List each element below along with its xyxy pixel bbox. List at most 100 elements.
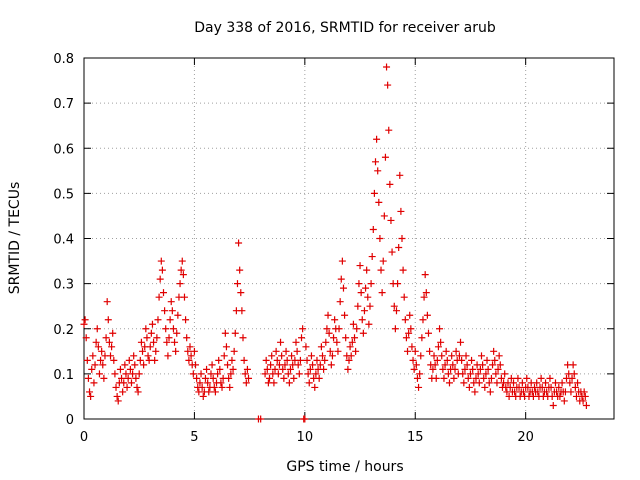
data-point — [296, 356, 304, 364]
data-point — [335, 325, 343, 333]
data-point — [341, 311, 349, 319]
x-axis-label: GPS time / hours — [286, 459, 403, 475]
data-point — [373, 135, 381, 143]
data-point — [360, 307, 368, 315]
data-point — [132, 374, 140, 382]
data-point — [366, 302, 374, 310]
data-point — [432, 374, 440, 382]
data-point — [367, 280, 375, 288]
data-point — [476, 365, 484, 373]
data-point — [199, 392, 207, 400]
data-point — [463, 361, 471, 369]
data-point — [302, 343, 310, 351]
data-point — [306, 365, 314, 373]
data-point — [392, 307, 400, 315]
y-axis-label: SRMTID / TECUs — [7, 182, 23, 295]
data-point — [448, 352, 456, 360]
data-point — [123, 383, 131, 391]
data-point — [311, 383, 319, 391]
data-point — [114, 397, 122, 405]
data-point — [135, 370, 143, 378]
data-point — [398, 235, 406, 242]
data-point — [176, 280, 184, 288]
data-point — [151, 356, 159, 364]
data-point — [518, 379, 526, 387]
data-point — [326, 347, 334, 355]
data-point — [479, 361, 487, 369]
data-point — [426, 347, 434, 355]
data-point — [574, 379, 582, 387]
data-point — [161, 307, 169, 315]
data-point — [485, 379, 493, 387]
data-point — [267, 361, 275, 369]
data-point — [581, 392, 589, 400]
data-point — [402, 334, 410, 342]
data-point — [315, 374, 323, 382]
data-point — [92, 338, 100, 346]
data-point — [293, 347, 301, 355]
data-point — [169, 325, 177, 333]
data-point — [299, 325, 307, 333]
data-point — [94, 343, 102, 351]
data-point — [281, 361, 289, 369]
data-point — [338, 257, 346, 265]
data-point — [268, 352, 276, 360]
data-point — [316, 361, 324, 369]
data-point — [347, 352, 355, 360]
data-point — [221, 329, 229, 337]
data-point — [379, 257, 387, 265]
data-point — [328, 352, 336, 360]
data-point — [182, 316, 190, 324]
data-point — [444, 370, 452, 378]
data-point — [143, 334, 151, 342]
data-point — [177, 266, 185, 274]
data-point — [474, 370, 482, 378]
data-point — [377, 266, 385, 274]
data-point — [481, 383, 489, 391]
x-tick-label: 15 — [407, 430, 424, 445]
data-point — [83, 356, 91, 364]
data-point — [241, 370, 249, 378]
data-point — [510, 379, 518, 387]
x-tick-label: 20 — [517, 430, 534, 445]
data-point — [180, 293, 188, 301]
data-point — [129, 370, 137, 378]
data-point — [475, 379, 483, 387]
data-point — [107, 352, 114, 360]
data-point — [458, 356, 466, 364]
data-point — [370, 189, 378, 197]
data-point — [152, 347, 160, 355]
data-point — [442, 347, 450, 355]
data-point — [292, 338, 300, 346]
data-point — [441, 361, 449, 369]
data-point — [322, 338, 330, 346]
data-point — [533, 379, 541, 387]
data-point — [324, 311, 332, 319]
data-point — [437, 338, 445, 346]
data-point — [339, 284, 347, 292]
data-point — [571, 383, 579, 391]
data-point — [179, 271, 187, 279]
data-point — [494, 365, 502, 373]
data-point — [274, 370, 282, 378]
data-point — [294, 361, 302, 369]
data-point — [121, 361, 129, 369]
data-point — [270, 379, 278, 387]
data-point — [298, 334, 306, 342]
data-point — [346, 343, 354, 351]
data-point — [369, 225, 377, 233]
data-point — [197, 370, 205, 378]
data-point — [201, 374, 209, 382]
data-point — [433, 356, 441, 364]
data-point — [519, 388, 527, 396]
data-point — [359, 329, 367, 337]
data-point — [580, 388, 588, 396]
data-point — [192, 361, 200, 369]
data-point — [133, 383, 141, 391]
data-point — [506, 383, 514, 391]
x-tick-label: 5 — [190, 430, 198, 445]
y-tick-label: 0 — [66, 413, 74, 428]
data-point — [271, 365, 279, 373]
data-point — [139, 347, 147, 355]
